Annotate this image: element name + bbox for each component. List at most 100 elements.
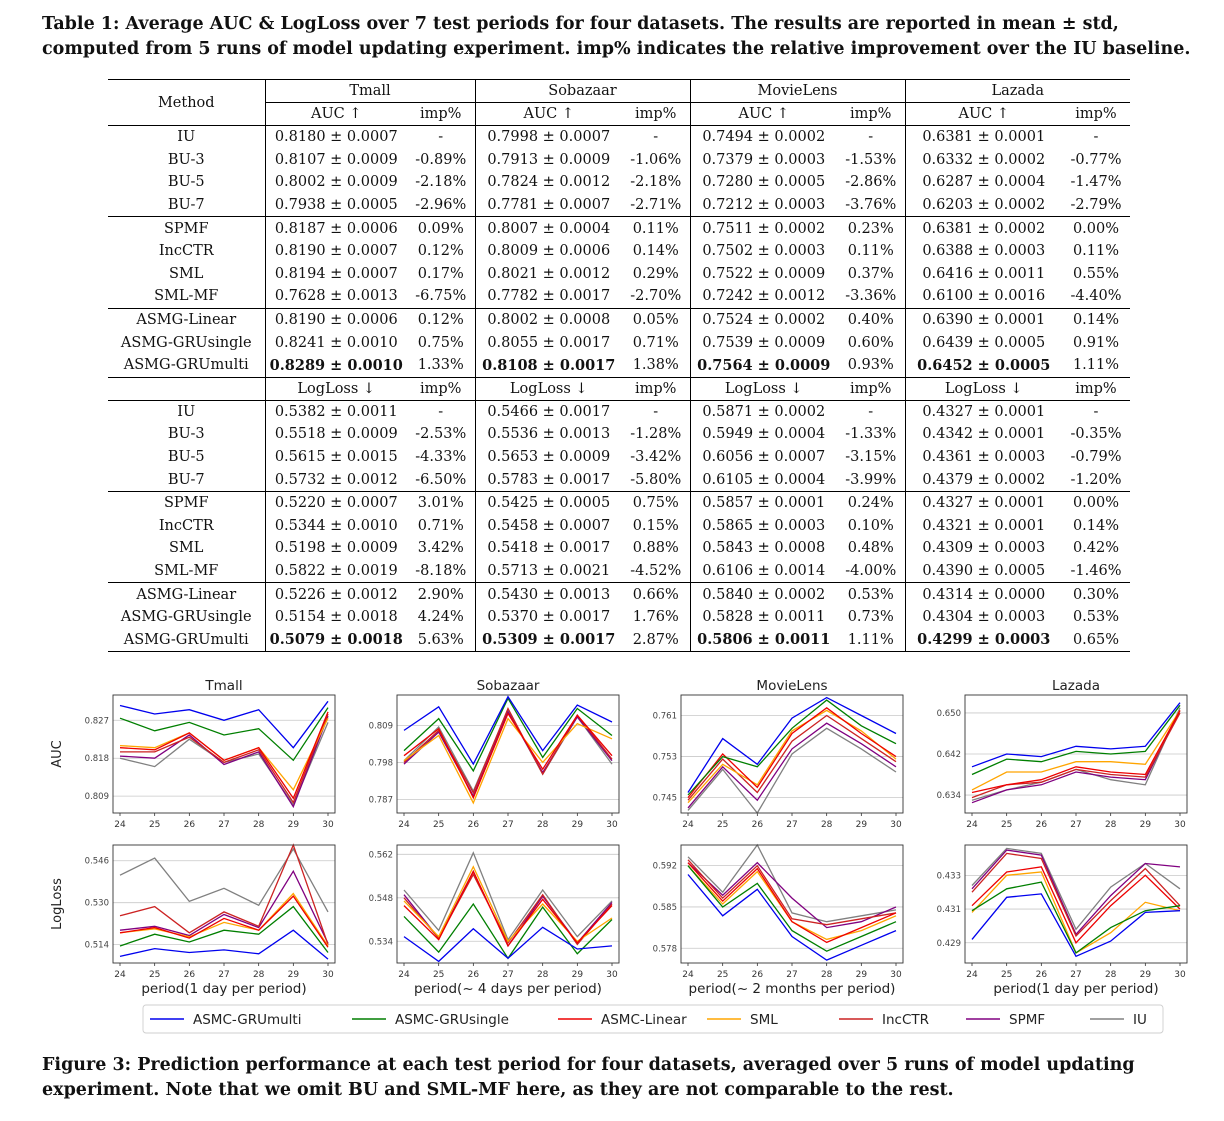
x-tick-label: 24 [114,820,126,830]
metric-header: LogLoss ↓ [264,376,407,401]
series-line [119,892,329,947]
table-cell: 0.42% [1072,540,1120,557]
method-name: SML-MF [154,562,219,579]
table-cell: 0.5857 ± 0.0001 [689,490,837,515]
series-line [403,712,613,800]
series-line [971,710,1181,794]
table-cell: 0.7502 ± 0.0003 [689,239,837,263]
table-cell: 0.05% [622,307,690,332]
table-cell: -3.76% [845,197,897,214]
table-cell: 0.5370 ± 0.0017 [474,605,622,629]
y-tick-label: 0.534 [369,937,393,947]
series-line [687,874,897,961]
table-cell: - [407,399,475,424]
table-cell: 0.8180 ± 0.0007 [264,124,407,149]
series-line [687,696,897,793]
table-cell: 0.5822 ± 0.0019 [264,559,407,583]
table-cell: 0.6287 ± 0.0004 [904,171,1062,194]
table-cell: -2.71% [630,197,682,214]
x-tick-label: 25 [433,820,444,830]
x-tick-label: 27 [502,820,513,830]
table-cell: 0.8187 ± 0.0006 [264,216,407,240]
table-cell: 0.8289 ± 0.0010 [264,353,407,378]
table-cell: 0.5713 ± 0.0021 [474,559,622,583]
plot-frame [964,844,1188,964]
table-cell: 0.4299 ± 0.0003 [904,628,1062,653]
x-tick-label: 28 [1105,820,1117,830]
series-line [971,849,1181,936]
table-cell: 0.4361 ± 0.0003 [904,445,1062,469]
method-name: ASMG-GRUsingle [120,334,252,351]
table-cell: 0.53% [837,582,905,606]
y-tick-label: 0.592 [653,862,677,872]
table-cell: 0.8009 ± 0.0006 [474,239,622,263]
table-cell: 0.17% [417,265,464,282]
method-name: SML [169,265,204,282]
series-line [119,905,329,953]
panel-title: Lazada [1052,678,1100,694]
table-cell: 0.6390 ± 0.0001 [904,307,1062,332]
table-cell: 0.11% [1072,243,1120,260]
table-cell: - [837,124,905,149]
y-tick-label: 0.642 [937,750,961,760]
imp-header: imp% [635,106,677,122]
table-cell: 0.73% [847,609,894,626]
table-cell: 0.7998 ± 0.0007 [474,124,622,149]
x-tick-label: 29 [1140,970,1152,980]
x-tick-label: 28 [821,820,833,830]
legend-box [142,1004,1164,1034]
table-cell: 0.75% [622,490,690,515]
table-cell: 0.4390 ± 0.0005 [904,559,1062,583]
y-tick-label: 0.431 [937,905,961,915]
table-cell: 1.33% [417,357,464,374]
table-cell: 0.5536 ± 0.0013 [474,423,622,446]
results-figure: Tmall 0.809 0.818 0.827 24 25 26 27 28 29 30 AUC 0.5… [50,678,1188,1034]
table-cell: 0.60% [847,334,894,351]
x-tick-label: 28 [253,970,265,980]
table-cell: 0.40% [837,307,905,332]
table-cell: -0.79% [1070,449,1122,466]
table-cell: 0.5843 ± 0.0008 [689,537,837,560]
table-cell: 0.7379 ± 0.0003 [689,148,837,172]
x-tick-label: 27 [218,820,229,830]
series-line [403,695,613,766]
table-cell: 0.5430 ± 0.0013 [474,582,622,606]
series-line [687,843,897,923]
series-line [403,869,613,948]
table-cell: 0.6100 ± 0.0016 [904,285,1062,309]
method-name: IU [108,399,265,424]
table-cell: 0.8107 ± 0.0009 [264,148,407,172]
table-cell: 0.4327 ± 0.0001 [904,399,1062,424]
x-tick-label: 25 [149,970,160,980]
table-cell: 0.91% [1072,334,1120,351]
table-cell: 0.8002 ± 0.0008 [474,307,622,332]
table-cell: 2.87% [622,628,690,653]
series-line [687,861,897,929]
series-line [403,697,613,773]
x-tick-label: 30 [890,820,902,830]
table-cell: 0.4309 ± 0.0003 [904,537,1062,560]
method-name: BU-7 [167,471,205,488]
table-cell: 4.24% [417,609,464,626]
best-value: 0.8108 ± 0.0017 [482,356,616,374]
x-tick-label: 27 [502,970,513,980]
table-cell: 0.7212 ± 0.0003 [689,193,837,217]
table-cell: 0.5418 ± 0.0017 [474,537,622,560]
table-cell: 0.12% [407,307,475,332]
table-cell: 1.76% [632,609,679,626]
table-cell: 0.4379 ± 0.0002 [904,468,1062,492]
x-tick-label: 25 [149,820,160,830]
table-cell: 0.5840 ± 0.0002 [689,582,837,606]
table-cell: -3.36% [845,288,897,305]
x-tick-label: 26 [752,820,764,830]
method-header: Method [108,79,265,126]
legend-label: IU [1133,1012,1147,1028]
method-name: SML-MF [154,288,219,305]
x-tick-label: 27 [786,970,797,980]
table-cell: 0.30% [1062,582,1130,606]
table-cell: 0.71% [632,334,679,351]
method-name: IU [108,124,265,149]
table-cell: - [1062,124,1130,149]
series-line [119,707,329,762]
x-tick-label: 26 [468,970,480,980]
